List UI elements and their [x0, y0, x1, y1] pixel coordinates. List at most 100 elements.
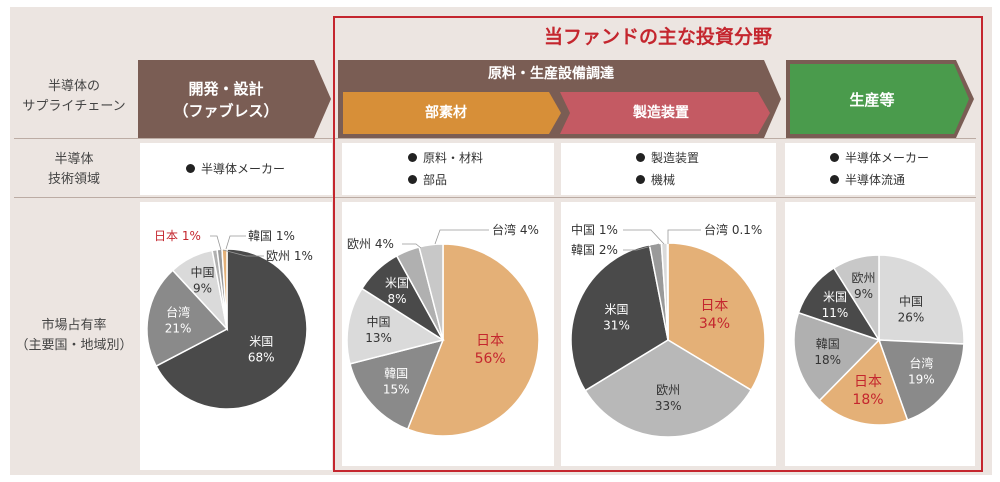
slice-label: 台湾 — [909, 355, 933, 370]
pie-slice — [793, 311, 881, 402]
tech-item-label: 部品 — [423, 173, 448, 187]
stage-design-label: 開発・設計 （ファブレス） — [138, 78, 314, 122]
slice-label: 日本 — [854, 374, 882, 390]
slice-label: 米国 — [385, 276, 409, 290]
stage-materials-label: 部素材 — [425, 105, 467, 121]
bullet-icon — [408, 153, 417, 162]
stage-production-label: 生産等 — [849, 91, 895, 109]
slice-value: 9% — [854, 287, 873, 301]
tech-cell-equipment — [561, 143, 776, 195]
leader-line — [222, 249, 264, 257]
bullet-icon — [636, 175, 645, 184]
row-label-line: 半導体の — [47, 79, 100, 94]
slice-label: 韓国 — [816, 337, 840, 351]
stage-materials-equipment-label: 原料・生産設備調達 — [488, 66, 614, 82]
slice-outside-label: 欧州 1% — [266, 249, 313, 263]
pie-slice — [406, 243, 540, 437]
pie-slice — [146, 269, 229, 368]
slice-value: 18% — [814, 353, 841, 367]
tech-item: 半導体流通 — [830, 169, 929, 191]
tech-item-label: 半導体メーカー — [845, 151, 930, 165]
leader-line — [667, 229, 701, 244]
focus-area-border — [333, 16, 983, 472]
slice-label: 米国 — [605, 302, 629, 316]
pie-slice — [570, 243, 669, 392]
tech-item-label: 半導体流通 — [845, 173, 906, 187]
slice-label: 日本 — [476, 333, 504, 349]
bullet-icon — [186, 164, 195, 173]
tech-list-design: 半導体メーカー — [186, 158, 285, 180]
stage-label-line: （ファブレス） — [173, 102, 279, 120]
tech-item-label: 製造装置 — [651, 151, 700, 165]
pie-slice — [877, 339, 965, 422]
tech-item: 機械 — [636, 169, 699, 191]
bullet-icon — [408, 175, 417, 184]
row-label-line: 半導体 — [54, 152, 94, 167]
tech-item: 原料・材料 — [408, 147, 483, 169]
pie-chart-equipment: 日本 34% 欧州 33% 米国 31% 韓国 2% 中国 1% 台湾 0.1% — [570, 222, 766, 438]
slice-value: 21% — [165, 322, 192, 336]
row-label-tech-field: 半導体 技術領域 — [14, 150, 134, 190]
pie-slice — [878, 254, 965, 345]
slice-label: 中国 — [367, 314, 391, 329]
stage-equipment-label: 製造装置 — [633, 105, 689, 121]
bullet-icon — [636, 153, 645, 162]
pie-slice — [155, 248, 308, 410]
pie-slice — [818, 338, 909, 426]
leader-line — [434, 229, 489, 245]
tech-cell-design — [140, 143, 332, 195]
pie-slice — [221, 248, 228, 330]
bullet-icon — [830, 175, 839, 184]
slice-label: 日本 — [700, 298, 728, 314]
leader-line — [225, 235, 246, 250]
pie-chart-design: 米国 68% 台湾 21% 中国 9% 欧州 1% 韓国 1% 日本 1% — [146, 229, 313, 410]
tech-list-production: 半導体メーカー 半導体流通 — [830, 147, 929, 191]
slice-label: 米国 — [823, 290, 847, 304]
stage-equipment-arrow — [560, 92, 770, 134]
slice-label: 韓国 — [384, 366, 408, 380]
slice-label: 中国 — [899, 293, 923, 308]
slice-value: 31% — [603, 318, 630, 332]
tech-item: 製造装置 — [636, 147, 699, 169]
slice-label: 米国 — [249, 335, 273, 349]
slice-value: 13% — [365, 331, 392, 345]
bullet-icon — [830, 153, 839, 162]
tech-item: 半導体メーカー — [830, 147, 929, 169]
row-divider — [14, 138, 976, 139]
slice-value: 11% — [822, 306, 849, 320]
tech-item-label: 原料・材料 — [423, 151, 484, 165]
row-label-supply-chain: 半導体の サプライチェーン — [14, 77, 134, 117]
pie-slice — [346, 287, 445, 365]
pie-chart-production: 中国 26% 台湾 19% 日本 18% 韓国 18% 米国 11% 欧州 9% — [793, 254, 965, 426]
pie-slice — [832, 254, 880, 343]
tech-item: 半導体メーカー — [186, 158, 285, 180]
slice-value: 8% — [387, 292, 406, 306]
slice-value: 56% — [475, 351, 506, 367]
row-label-line: 技術領域 — [47, 172, 100, 187]
slice-value: 18% — [852, 392, 883, 408]
slice-value: 19% — [908, 372, 935, 386]
pie-chart-materials: 日本 56% 韓国 15% 中国 13% 米国 8% 欧州 4% 台湾 4% — [346, 222, 540, 437]
slice-value: 68% — [248, 351, 275, 365]
slice-label: 台湾 — [166, 305, 190, 320]
slice-label: 欧州 — [656, 383, 680, 397]
tech-item-label: 機械 — [651, 173, 676, 187]
focus-area-title: 当ファンドの主な投資分野 — [543, 26, 772, 48]
stage-label-line: 開発・設計 — [188, 80, 264, 98]
slice-outside-label: 韓国 2% — [571, 243, 618, 257]
slice-value: 33% — [655, 399, 682, 413]
slice-outside-label: 韓国 1% — [248, 229, 295, 243]
tech-item: 部品 — [408, 169, 483, 191]
slice-outside-label: 中国 1% — [571, 222, 618, 237]
row-label-market-share: 市場占有率 （主要国・地域別） — [14, 316, 134, 356]
pie-slice — [667, 242, 766, 392]
slice-value: 34% — [699, 316, 730, 332]
stage-design-arrow — [138, 60, 331, 138]
slice-outside-label: 日本 1% — [154, 229, 201, 243]
slice-value: 9% — [193, 281, 212, 295]
row-label-line: サプライチェーン — [22, 99, 126, 114]
row-label-line: 市場占有率 — [41, 318, 107, 333]
tech-item-label: 半導体メーカー — [201, 162, 286, 176]
slice-label: 欧州 — [851, 271, 875, 285]
